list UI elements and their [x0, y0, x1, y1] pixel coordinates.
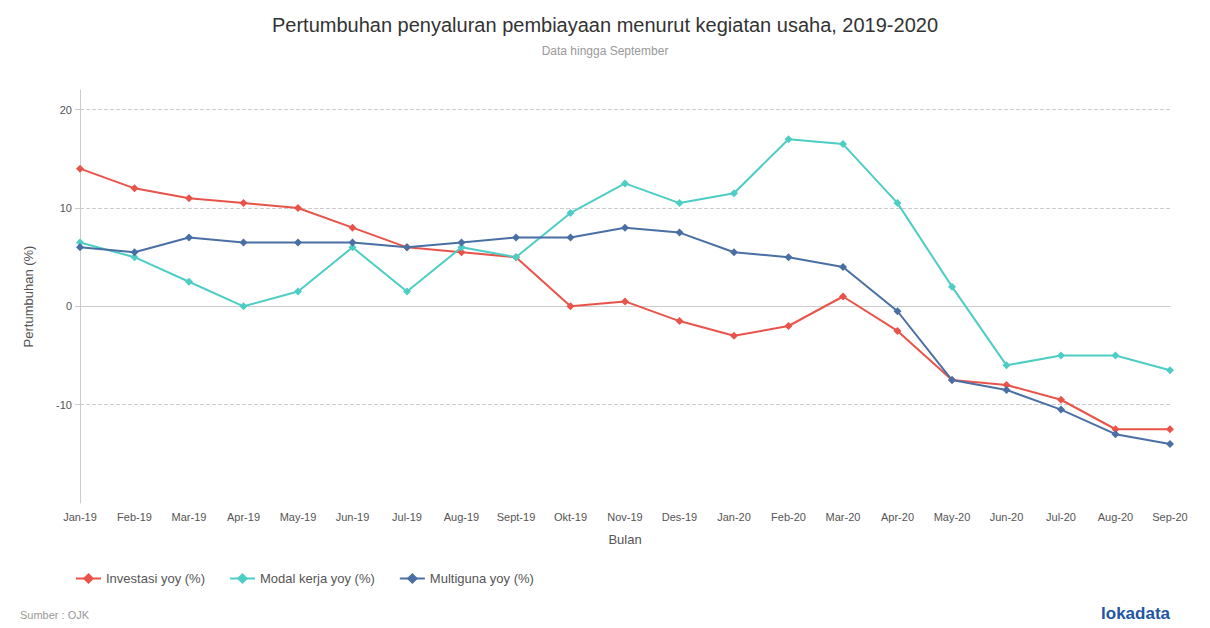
svg-text:Jan-20: Jan-20 — [717, 511, 751, 523]
svg-text:May-19: May-19 — [280, 511, 317, 523]
svg-text:10: 10 — [60, 202, 72, 214]
svg-text:Multiguna yoy (%): Multiguna yoy (%) — [430, 571, 534, 586]
svg-text:-10: -10 — [56, 399, 72, 411]
svg-text:Nov-19: Nov-19 — [607, 511, 642, 523]
svg-text:May-20: May-20 — [934, 511, 971, 523]
svg-text:Mar-19: Mar-19 — [172, 511, 207, 523]
svg-text:Pertumbuhan (%): Pertumbuhan (%) — [21, 246, 36, 348]
svg-text:Des-19: Des-19 — [662, 511, 697, 523]
svg-text:Apr-19: Apr-19 — [227, 511, 260, 523]
svg-text:Okt-19: Okt-19 — [554, 511, 587, 523]
svg-text:Sumber : OJK: Sumber : OJK — [20, 609, 90, 621]
svg-text:Aug-19: Aug-19 — [444, 511, 479, 523]
svg-text:Data hingga September: Data hingga September — [542, 44, 669, 58]
svg-text:Jan-19: Jan-19 — [63, 511, 97, 523]
svg-text:20: 20 — [60, 104, 72, 116]
svg-text:Jun-19: Jun-19 — [336, 511, 370, 523]
svg-text:Feb-19: Feb-19 — [117, 511, 152, 523]
svg-text:Sep-20: Sep-20 — [1152, 511, 1187, 523]
svg-text:0: 0 — [66, 300, 72, 312]
svg-text:lokadata: lokadata — [1101, 604, 1171, 623]
svg-text:Feb-20: Feb-20 — [771, 511, 806, 523]
svg-text:Bulan: Bulan — [608, 532, 641, 547]
svg-text:Sept-19: Sept-19 — [497, 511, 536, 523]
svg-text:Aug-20: Aug-20 — [1098, 511, 1133, 523]
svg-text:Investasi yoy (%): Investasi yoy (%) — [106, 571, 205, 586]
svg-text:Mar-20: Mar-20 — [826, 511, 861, 523]
svg-text:Pertumbuhan penyaluran pembiay: Pertumbuhan penyaluran pembiayaan menuru… — [272, 14, 938, 36]
svg-text:Apr-20: Apr-20 — [881, 511, 914, 523]
svg-text:Jul-20: Jul-20 — [1046, 511, 1076, 523]
svg-text:Jul-19: Jul-19 — [392, 511, 422, 523]
svg-text:Modal kerja yoy (%): Modal kerja yoy (%) — [260, 571, 375, 586]
svg-text:Jun-20: Jun-20 — [990, 511, 1024, 523]
